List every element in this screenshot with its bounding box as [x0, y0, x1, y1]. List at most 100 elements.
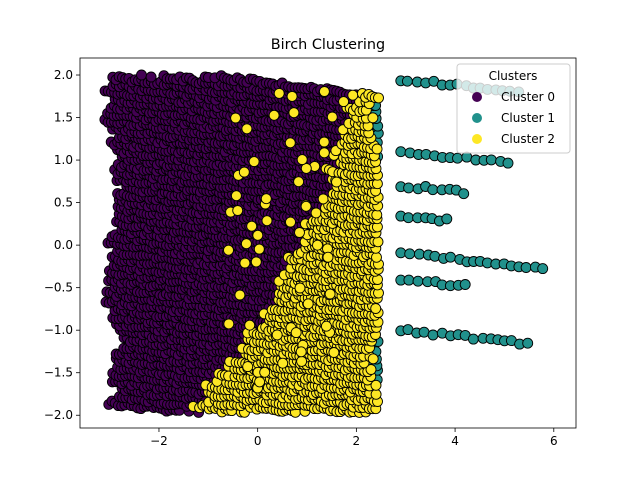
point-cluster-2	[253, 243, 265, 255]
point-cluster-2	[240, 238, 252, 250]
point-cluster-1	[412, 275, 424, 287]
point-cluster-2	[318, 147, 330, 159]
point-cluster-2	[246, 220, 258, 232]
y-tick-label: −0.5	[44, 281, 73, 295]
point-cluster-2	[290, 327, 302, 339]
legend: Clusters Cluster 0 Cluster 1 Cluster 2	[456, 63, 571, 154]
legend-marker-cluster-1	[472, 113, 482, 123]
point-cluster-1	[537, 263, 549, 275]
point-cluster-2	[328, 347, 340, 358]
point-cluster-2	[234, 289, 246, 301]
chart-title: Birch Clustering	[271, 37, 385, 53]
plot-frame	[79, 57, 577, 429]
point-cluster-2	[296, 154, 308, 166]
y-tick-label: 0.0	[54, 238, 73, 252]
x-axis: −2 0 2 4 6	[150, 428, 558, 448]
point-cluster-2	[296, 355, 308, 367]
point-cluster-2	[273, 87, 285, 99]
x-tick-label: 4	[451, 434, 459, 448]
point-cluster-2	[338, 96, 350, 108]
y-tick-label: 0.5	[54, 196, 73, 210]
points-layer	[99, 69, 549, 418]
point-cluster-2	[300, 162, 312, 174]
x-tick-label: 2	[353, 434, 361, 448]
point-cluster-2	[370, 379, 382, 391]
point-cluster-1	[395, 247, 407, 259]
point-cluster-2	[252, 229, 264, 241]
point-cluster-2	[250, 256, 262, 268]
x-tick-label: −2	[150, 434, 168, 448]
point-cluster-1	[520, 262, 532, 273]
point-cluster-1	[467, 333, 479, 345]
point-cluster-0	[145, 71, 157, 83]
point-cluster-2	[277, 357, 289, 369]
point-cluster-1	[485, 154, 497, 166]
point-cluster-2	[300, 200, 312, 212]
legend-box	[456, 63, 571, 154]
point-cluster-2	[261, 215, 273, 227]
point-cluster-2	[326, 111, 338, 123]
point-cluster-2	[232, 205, 244, 216]
point-cluster-2	[322, 251, 334, 263]
point-cluster-2	[370, 303, 382, 314]
y-tick-label: −1.0	[44, 323, 73, 337]
point-cluster-2	[239, 257, 251, 269]
point-cluster-1	[427, 329, 439, 341]
point-cluster-2	[288, 107, 300, 119]
y-tick-label: 1.5	[54, 111, 73, 125]
point-cluster-1	[445, 251, 456, 263]
point-cluster-1	[459, 279, 471, 290]
point-cluster-2	[371, 143, 383, 155]
x-tick-label: 6	[550, 434, 558, 448]
point-cluster-0	[136, 69, 147, 81]
point-cluster-2	[285, 216, 296, 228]
point-cluster-2	[268, 109, 280, 121]
point-cluster-2	[324, 288, 336, 300]
y-axis: −2.0 −1.5 −1.0 −0.5 0.0 0.5 1.0 1.5 2.0	[44, 68, 80, 422]
point-cluster-2	[223, 244, 234, 256]
legend-marker-cluster-2	[472, 134, 482, 144]
legend-marker-cluster-0	[472, 92, 482, 102]
point-cluster-2	[223, 318, 235, 330]
point-cluster-2	[241, 123, 253, 135]
point-cluster-2	[367, 112, 379, 124]
point-cluster-2	[259, 366, 271, 378]
point-cluster-2	[284, 137, 296, 149]
point-cluster-2	[248, 156, 260, 168]
point-cluster-1	[452, 152, 463, 164]
legend-label-cluster-0: Cluster 0	[501, 90, 555, 104]
point-cluster-2	[294, 227, 305, 238]
point-cluster-1	[522, 337, 534, 349]
point-cluster-2	[242, 361, 254, 373]
point-cluster-2	[271, 329, 283, 341]
legend-label-cluster-2: Cluster 2	[501, 132, 555, 146]
point-cluster-2	[367, 353, 379, 365]
point-cluster-1	[402, 212, 414, 224]
point-cluster-2	[295, 346, 307, 358]
y-tick-label: 1.0	[54, 153, 73, 167]
point-cluster-2	[365, 364, 377, 375]
point-cluster-2	[244, 319, 256, 331]
point-cluster-1	[401, 75, 413, 87]
point-cluster-2	[254, 376, 266, 388]
point-cluster-2	[260, 193, 272, 205]
point-cluster-2	[312, 239, 323, 251]
legend-label-cluster-1: Cluster 1	[501, 111, 555, 125]
point-cluster-2	[371, 251, 382, 263]
point-cluster-1	[461, 151, 473, 163]
x-tick-label: 0	[254, 434, 262, 448]
point-cluster-2	[318, 136, 330, 148]
point-cluster-2	[302, 298, 314, 310]
point-cluster-2	[317, 193, 329, 205]
point-cluster-2	[230, 190, 242, 202]
point-cluster-2	[238, 166, 250, 178]
y-tick-label: 2.0	[54, 68, 73, 82]
point-cluster-2	[293, 176, 305, 188]
point-cluster-2	[310, 207, 322, 219]
point-cluster-1	[404, 248, 416, 260]
point-cluster-1	[413, 248, 425, 260]
legend-title: Clusters	[489, 69, 538, 83]
point-cluster-2	[372, 236, 384, 248]
point-cluster-2	[230, 112, 242, 124]
point-cluster-2	[294, 282, 306, 294]
